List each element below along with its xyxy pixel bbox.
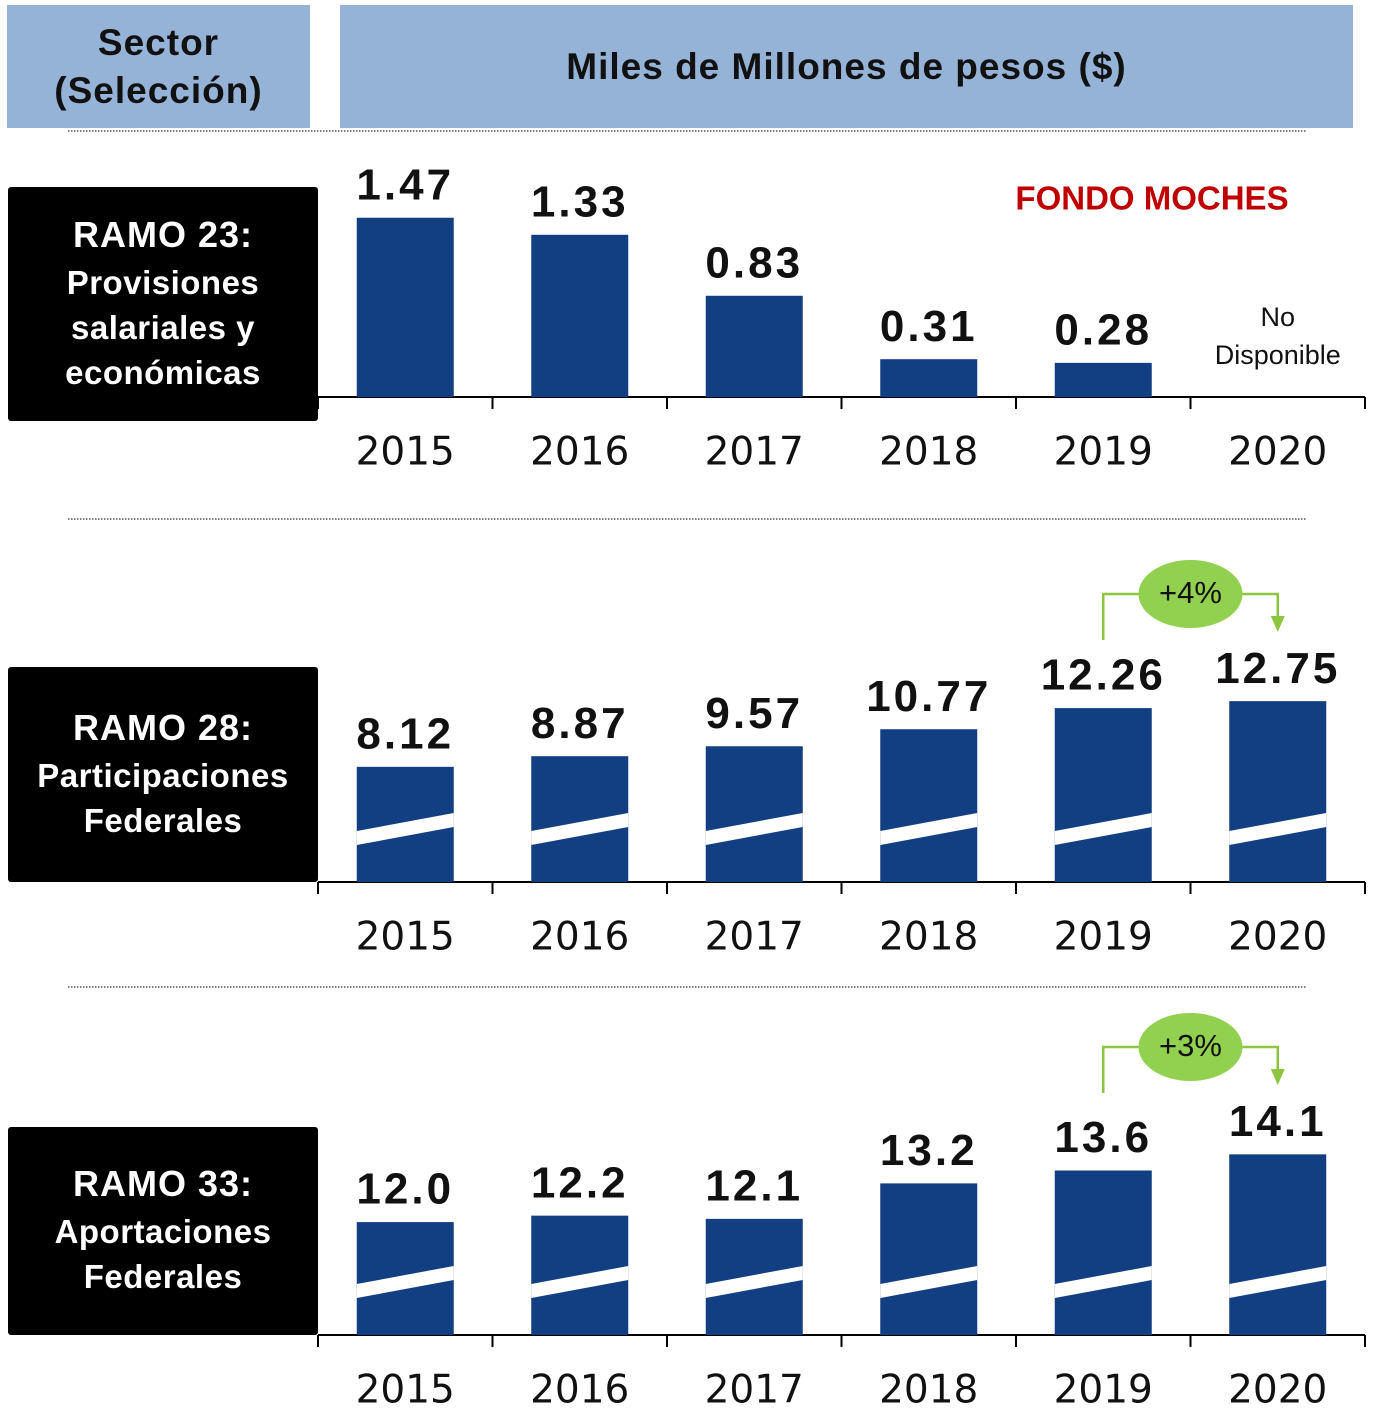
bar xyxy=(356,217,454,397)
panel-title: RAMO 28: xyxy=(72,706,254,748)
value-label: 12.1 xyxy=(705,1161,803,1210)
bar-stripe xyxy=(531,813,629,845)
panel-label: RAMO 33: Aportaciones Federales xyxy=(8,1127,318,1335)
growth-badge xyxy=(1138,1013,1243,1081)
x-tick-label: 2018 xyxy=(879,1368,978,1410)
bar xyxy=(1054,708,1152,882)
panel-title: RAMO 23: xyxy=(72,213,254,255)
x-tick-label: 2019 xyxy=(1054,430,1153,475)
annotation: FONDO MOCHES xyxy=(1015,180,1288,217)
bar xyxy=(705,295,803,397)
growth-badge xyxy=(1138,560,1243,628)
x-tick-label: 2017 xyxy=(705,430,804,475)
panel-label: RAMO 28: Participaciones Federales xyxy=(8,667,318,882)
panel-subtitle: Aportaciones Federales xyxy=(54,1213,272,1295)
x-tick-label: 2018 xyxy=(879,430,978,475)
bar-stripe xyxy=(705,813,803,845)
bar-stripe xyxy=(705,1266,803,1298)
x-tick-label: 2019 xyxy=(1054,1368,1153,1410)
value-label: 1.47 xyxy=(356,160,454,209)
value-label: 10.77 xyxy=(866,672,991,721)
units-header: Miles de Millones de pesos ($) xyxy=(340,5,1353,128)
value-label: 12.0 xyxy=(356,1165,454,1214)
x-tick-label: 2020 xyxy=(1228,1368,1327,1410)
bar xyxy=(1054,362,1152,397)
bar xyxy=(880,729,978,882)
missing-label: No Disponible xyxy=(1214,302,1341,370)
value-label: 12.2 xyxy=(531,1158,629,1207)
value-label: 8.87 xyxy=(531,699,629,748)
value-label: 0.31 xyxy=(880,302,978,351)
growth-label: +3% xyxy=(1159,1028,1222,1063)
value-label: 0.83 xyxy=(705,238,803,287)
x-tick-label: 2017 xyxy=(705,1368,804,1410)
bar xyxy=(531,234,629,397)
x-tick-label: 2017 xyxy=(705,915,804,960)
panel-subtitle: Provisiones salariales y económicas xyxy=(65,263,261,391)
growth-label: +4% xyxy=(1159,575,1222,610)
growth-connector xyxy=(1102,1045,1139,1093)
x-tick-label: 2016 xyxy=(530,1368,629,1410)
x-tick-label: 2015 xyxy=(356,915,455,960)
growth-connector xyxy=(1242,1045,1279,1069)
value-label: 8.12 xyxy=(356,709,454,758)
value-label: 1.33 xyxy=(531,177,629,226)
bar-stripe xyxy=(356,1266,454,1298)
x-tick-label: 2020 xyxy=(1228,915,1327,960)
bar-stripe xyxy=(1229,1266,1327,1298)
x-tick-label: 2019 xyxy=(1054,915,1153,960)
bar xyxy=(1229,701,1327,882)
panel-title: RAMO 33: xyxy=(72,1163,254,1204)
bar xyxy=(705,746,803,882)
growth-arrow xyxy=(1270,616,1285,632)
growth-connector xyxy=(1102,592,1139,640)
x-tick-label: 2020 xyxy=(1228,430,1327,475)
bar-stripe xyxy=(531,1266,629,1298)
panel-subtitle: Participaciones Federales xyxy=(37,756,289,839)
sector-header-text: Sector (Selección) xyxy=(54,21,263,111)
value-label: 0.28 xyxy=(1054,305,1152,354)
x-tick-label: 2015 xyxy=(356,1368,455,1410)
bar xyxy=(1229,1154,1327,1335)
bar xyxy=(880,359,978,397)
growth-connector xyxy=(1242,592,1279,616)
value-label: 13.6 xyxy=(1054,1113,1152,1162)
x-tick-label: 2016 xyxy=(530,430,629,475)
bar xyxy=(1054,1170,1152,1335)
bar-stripe xyxy=(1229,813,1327,845)
x-tick-label: 2015 xyxy=(356,430,455,475)
panel-label: RAMO 23: Provisiones salariales y económi… xyxy=(8,187,318,421)
x-tick-label: 2018 xyxy=(879,915,978,960)
value-label: 12.26 xyxy=(1041,651,1166,700)
value-label: 12.75 xyxy=(1215,644,1340,693)
bar-stripe xyxy=(1054,1266,1152,1298)
bar-stripe xyxy=(880,813,978,845)
bar xyxy=(880,1183,978,1335)
value-label: 13.2 xyxy=(880,1126,978,1175)
bar-stripe xyxy=(356,813,454,845)
bar-stripe xyxy=(1054,813,1152,845)
growth-arrow xyxy=(1270,1069,1285,1085)
value-label: 14.1 xyxy=(1229,1097,1327,1146)
x-tick-label: 2016 xyxy=(530,915,629,960)
bar-stripe xyxy=(880,1266,978,1298)
value-label: 9.57 xyxy=(705,689,803,738)
sector-header: Sector (Selección) xyxy=(7,5,310,128)
